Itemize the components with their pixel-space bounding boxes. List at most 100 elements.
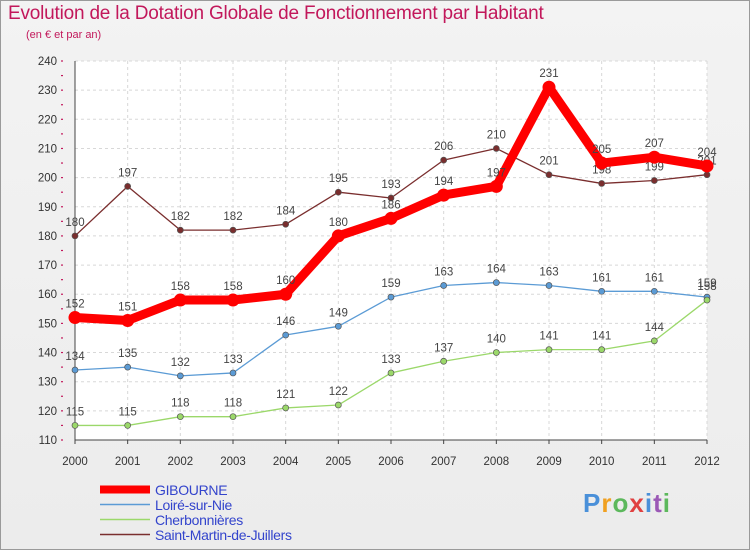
data-point — [492, 349, 500, 356]
x-tick-label: 2005 — [326, 456, 352, 468]
data-label: 163 — [434, 266, 453, 278]
legend-item: Cherbonnières — [100, 511, 292, 528]
data-point — [650, 287, 658, 295]
legend-label-cherbonnieres: Cherbonnières — [155, 511, 243, 528]
data-point — [387, 293, 395, 301]
y-tick-label: 230 — [38, 85, 57, 97]
y-tick-label: 120 — [38, 406, 57, 418]
x-tick-label: 2012 — [694, 456, 720, 468]
data-point — [437, 188, 451, 202]
data-point — [650, 337, 658, 345]
y-tick-label: 180 — [38, 231, 57, 243]
chart-subtitle: (en € et par an) — [26, 29, 102, 41]
data-label: 146 — [276, 316, 295, 328]
data-label: 134 — [65, 351, 85, 363]
y-tick-label: 210 — [38, 143, 57, 155]
data-point — [489, 179, 503, 193]
logo-letter: r — [601, 488, 613, 518]
data-label: 115 — [118, 406, 136, 418]
data-point — [598, 287, 606, 295]
data-label: 195 — [329, 173, 348, 185]
data-label: 115 — [66, 406, 84, 418]
data-label: 197 — [487, 167, 506, 179]
logo-letter: t — [653, 488, 663, 518]
data-label: 151 — [118, 301, 137, 313]
data-label: 137 — [434, 342, 453, 354]
data-label: 180 — [65, 217, 84, 229]
chart-title: Evolution de la Dotation Globale de Fonc… — [8, 3, 544, 24]
legend-item: GIBOURNE — [100, 481, 292, 498]
x-tick-label: 2000 — [62, 456, 88, 468]
data-label: 158 — [697, 281, 716, 293]
data-label: 182 — [223, 211, 242, 223]
data-point — [176, 372, 184, 380]
data-point — [700, 159, 714, 173]
data-label: 197 — [118, 167, 137, 179]
y-tick-label: 220 — [38, 114, 57, 126]
data-label: 133 — [381, 354, 400, 366]
data-point — [387, 369, 395, 377]
data-label: 199 — [645, 162, 664, 174]
logo-letter: P — [583, 488, 602, 518]
data-label: 122 — [329, 386, 348, 398]
data-point — [387, 194, 395, 202]
data-label: 184 — [276, 205, 296, 217]
data-label: 198 — [592, 164, 611, 176]
data-point — [598, 346, 606, 353]
data-label: 207 — [645, 138, 664, 150]
data-point — [279, 287, 293, 301]
data-point — [334, 322, 342, 330]
y-tick-label: 130 — [38, 377, 57, 389]
data-label: 118 — [171, 398, 189, 410]
data-label: 186 — [381, 199, 400, 211]
data-point — [71, 232, 79, 240]
data-point — [650, 177, 658, 184]
legend-swatch — [100, 533, 150, 536]
data-point — [226, 293, 240, 307]
data-point — [703, 171, 711, 179]
data-label: 210 — [487, 129, 506, 141]
data-point — [176, 413, 184, 421]
legend-label-loire-sur-nie: Loiré-sur-Nie — [155, 496, 233, 513]
x-tick-label: 2006 — [378, 456, 404, 468]
x-tick-label: 2003 — [220, 456, 246, 468]
legend-swatch — [100, 518, 150, 521]
data-point — [173, 293, 187, 307]
data-point — [282, 220, 290, 228]
data-point — [334, 401, 342, 409]
data-label: 158 — [223, 281, 242, 293]
data-label: 118 — [224, 398, 242, 410]
data-label: 149 — [329, 307, 348, 319]
data-label: 231 — [539, 68, 558, 80]
data-point — [282, 404, 290, 412]
logo-letter: i — [644, 488, 654, 518]
data-point — [545, 282, 553, 289]
data-point — [440, 357, 448, 365]
legend-swatch — [100, 485, 150, 494]
legend-label-saint-martin: Saint-Martin-de-Juillers — [155, 526, 292, 543]
data-label: 140 — [487, 334, 506, 346]
data-point — [229, 369, 237, 377]
data-point — [121, 313, 135, 327]
legend-item: Saint-Martin-de-Juillers — [100, 526, 292, 543]
legend-label-gibourne: GIBOURNE — [155, 481, 228, 498]
legend-item: Loiré-sur-Nie — [100, 496, 292, 513]
data-label: 205 — [592, 144, 611, 156]
logo-letter: x — [629, 488, 645, 518]
data-label: 135 — [118, 348, 137, 360]
logo-letter: o — [612, 488, 630, 518]
data-label: 161 — [592, 272, 611, 284]
y-tick-label: 150 — [38, 318, 57, 330]
data-point — [71, 366, 79, 374]
data-label: 204 — [697, 147, 717, 159]
data-point — [545, 346, 553, 353]
data-point — [595, 156, 609, 170]
data-label: 180 — [329, 217, 348, 229]
data-label: 159 — [697, 278, 716, 290]
data-point — [703, 296, 711, 304]
data-label: 159 — [381, 278, 400, 290]
data-point — [229, 226, 237, 234]
data-label: 201 — [539, 156, 558, 168]
data-point — [71, 422, 79, 429]
